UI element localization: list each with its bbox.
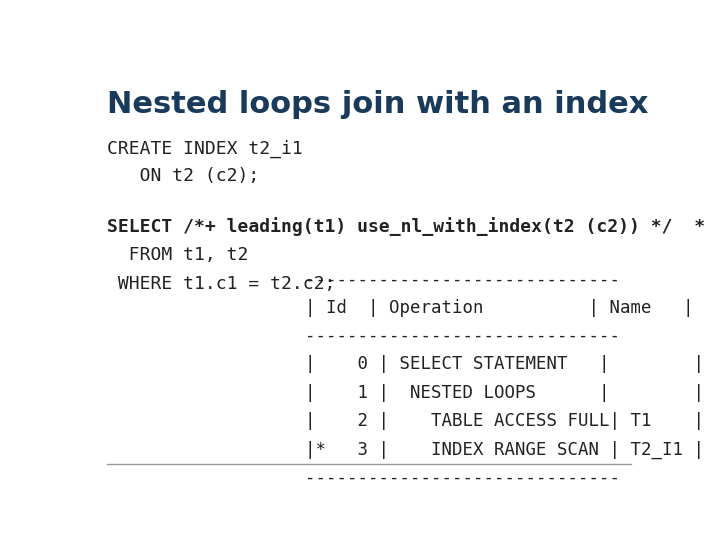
Text: | Id  | Operation          | Name   |: | Id | Operation | Name |	[305, 299, 693, 317]
Text: |    0 | SELECT STATEMENT   |        |: | 0 | SELECT STATEMENT | |	[305, 355, 704, 374]
Text: |    1 |  NESTED LOOPS      |        |: | 1 | NESTED LOOPS | |	[305, 384, 704, 402]
Text: ON t2 (c2);: ON t2 (c2);	[107, 167, 259, 185]
Text: |    2 |    TABLE ACCESS FULL| T1    |: | 2 | TABLE ACCESS FULL| T1 |	[305, 412, 704, 430]
Text: SELECT /*+ leading(t1) use_nl_with_index(t2 (c2)) */  *: SELECT /*+ leading(t1) use_nl_with_index…	[107, 217, 705, 235]
Text: ------------------------------: ------------------------------	[305, 469, 620, 487]
Text: |*   3 |    INDEX RANGE SCAN | T2_I1 |: |* 3 | INDEX RANGE SCAN | T2_I1 |	[305, 440, 704, 458]
Text: FROM t1, t2: FROM t1, t2	[107, 246, 248, 264]
Text: WHERE t1.c1 = t2.c2;: WHERE t1.c1 = t2.c2;	[107, 275, 335, 293]
Text: CREATE INDEX t2_i1: CREATE INDEX t2_i1	[107, 140, 302, 158]
Text: ------------------------------: ------------------------------	[305, 271, 620, 288]
Text: ------------------------------: ------------------------------	[305, 327, 620, 345]
Text: Nested loops join with an index: Nested loops join with an index	[107, 90, 648, 119]
